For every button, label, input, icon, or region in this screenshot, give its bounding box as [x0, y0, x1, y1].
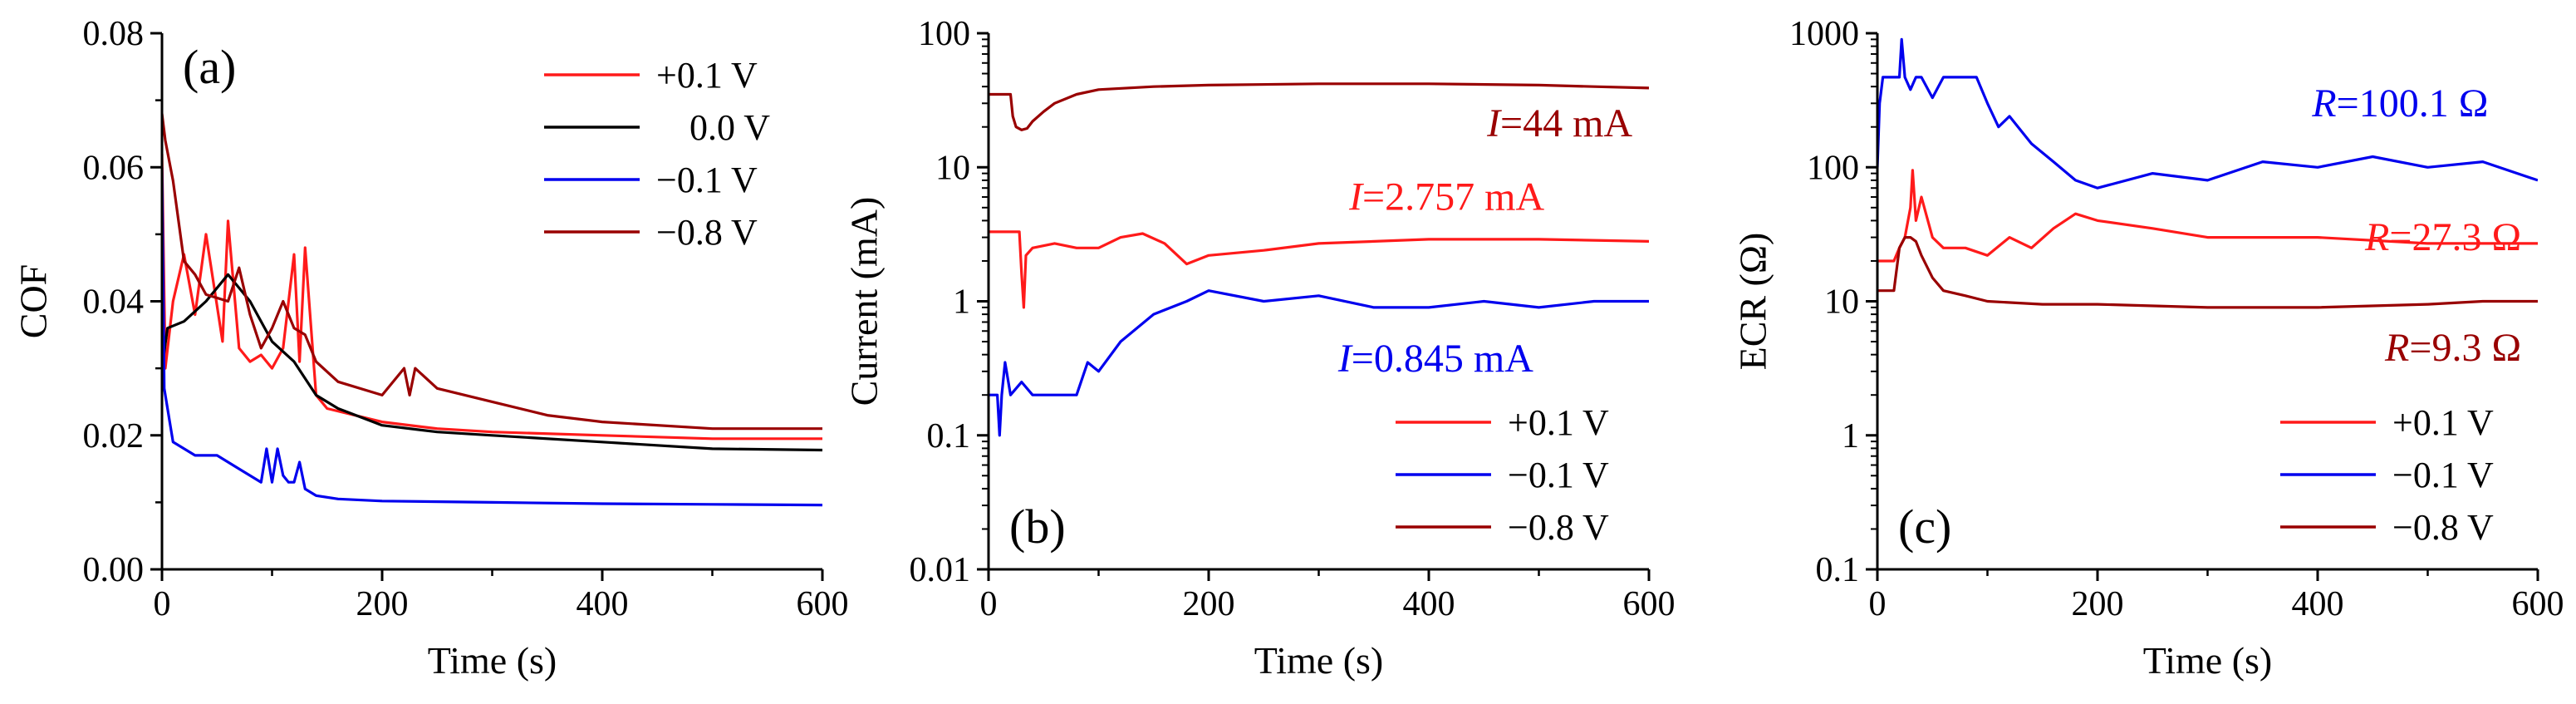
y-tick-label: 1000 [1789, 15, 1859, 53]
x-tick-label: 200 [1183, 585, 1235, 623]
x-tick-label: 400 [2292, 585, 2344, 623]
y-tick-label: 100 [1807, 149, 1859, 187]
y-tick-label: 1 [1842, 417, 1859, 455]
x-tick-label: 400 [577, 585, 629, 623]
x-tick-label: 400 [1403, 585, 1455, 623]
y-tick-label: 1 [953, 283, 970, 322]
panel-label: (a) [183, 40, 236, 94]
y-tick-label: 0.1 [927, 417, 971, 455]
legend-label: −0.8 V [656, 212, 758, 253]
x-tick-label: 0 [1869, 585, 1887, 623]
value-annotation: I=2.757 mA [1348, 175, 1544, 219]
annotation-var: R [2384, 326, 2409, 370]
y-tick-label: 0.08 [83, 15, 145, 53]
x-tick-label: 0 [980, 585, 998, 623]
x-axis-label: Time (s) [1254, 639, 1384, 682]
panel-c: 0 200 400 600 0.1 1 10 100 1000 Time (s) ECR (Ω) (c… [1732, 15, 2564, 682]
legend-label: +0.1 V [2392, 402, 2494, 443]
legend-label: 0.0 V [689, 107, 770, 148]
series-line-1 [162, 154, 822, 441]
x-tick-label: 200 [2072, 585, 2124, 623]
x-tick-label: 600 [797, 585, 849, 623]
x-tick-label: 600 [2512, 585, 2564, 623]
annotation-var: I [1348, 175, 1364, 219]
annotation-value: =0.845 mA [1352, 337, 1533, 381]
series-line-4 [162, 113, 822, 431]
series-line-3 [1877, 236, 2538, 309]
y-tick-label: 100 [918, 15, 970, 53]
series-line-2 [989, 289, 1649, 437]
series-line-1 [989, 230, 1649, 309]
series-line-1 [1877, 169, 2538, 263]
annotation-var: I [1486, 101, 1502, 145]
panel-label: (b) [1009, 500, 1066, 554]
legend-label: +0.1 V [656, 55, 758, 96]
value-annotation: R=100.1 Ω [2311, 81, 2488, 126]
y-tick-label: 0.04 [83, 283, 145, 322]
panel-label: (c) [1898, 500, 1951, 554]
x-tick-label: 200 [356, 585, 409, 623]
legend-label: −0.1 V [1508, 455, 1609, 495]
legend-label: −0.1 V [2392, 455, 2494, 495]
legend-label: −0.1 V [656, 160, 758, 200]
legend-label: −0.8 V [1508, 507, 1609, 548]
annotation-value: =2.757 mA [1362, 175, 1544, 219]
y-tick-label: 0.02 [83, 417, 145, 455]
y-tick-label: 10 [1824, 283, 1859, 322]
y-tick-label: 10 [935, 149, 970, 187]
legend-label: +0.1 V [1508, 402, 1609, 443]
y-tick-label: 0.01 [910, 551, 971, 589]
value-annotation: I=44 mA [1486, 101, 1632, 145]
series-line-2 [162, 273, 822, 452]
panel-b: 0 200 400 600 0.01 0.1 1 10 100 Time (s) Current (… [843, 15, 1676, 682]
y-tick-label: 0.06 [83, 149, 145, 187]
series-line-3 [989, 82, 1649, 131]
y-tick-label: 0.00 [83, 551, 145, 589]
annotation-var: I [1337, 337, 1353, 381]
value-annotation: R=9.3 Ω [2384, 326, 2521, 370]
panel-a: 0 200 400 600 0.00 0.02 0.04 0.06 0.08 Time (s) CO… [12, 15, 849, 682]
annotation-value: =9.3 Ω [2409, 326, 2521, 370]
y-tick-label: 0.1 [1816, 551, 1860, 589]
annotation-var: R [2364, 215, 2389, 259]
annotation-var: R [2311, 81, 2336, 126]
legend-label: −0.8 V [2392, 507, 2494, 548]
value-annotation: I=0.845 mA [1337, 337, 1533, 381]
y-axis-label: COF [12, 264, 55, 338]
x-axis-label: Time (s) [428, 639, 557, 682]
y-axis-label: ECR (Ω) [1732, 233, 1774, 371]
x-axis-label: Time (s) [2143, 639, 2273, 682]
value-annotation: R=27.3 Ω [2364, 215, 2521, 259]
series-line-2 [1877, 37, 2538, 190]
annotation-value: =27.3 Ω [2389, 215, 2521, 259]
y-axis-label: Current (mA) [843, 197, 886, 406]
series-line-3 [162, 167, 822, 507]
x-tick-label: 600 [1623, 585, 1676, 623]
x-tick-label: 0 [154, 585, 171, 623]
annotation-value: =44 mA [1500, 101, 1632, 145]
annotation-value: =100.1 Ω [2337, 81, 2489, 126]
